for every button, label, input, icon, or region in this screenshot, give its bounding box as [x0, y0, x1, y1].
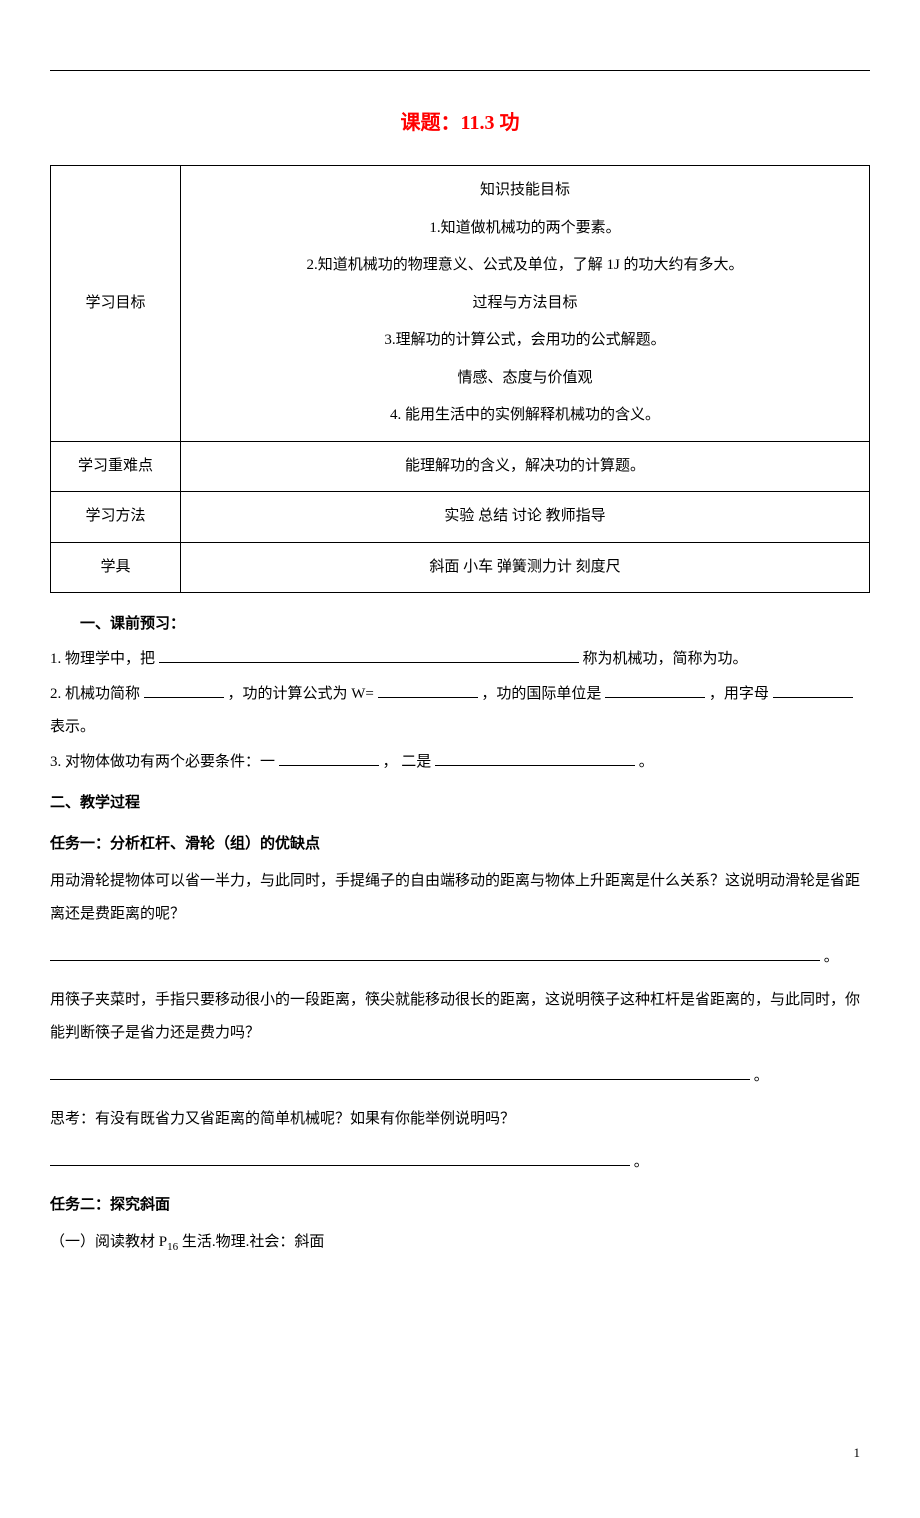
- task1-p2: 用筷子夹菜时，手指只要移动很小的一段距离，筷尖就能移动很长的距离，这说明筷子这种…: [50, 984, 870, 1050]
- table-row: 学习方法 实验 总结 讨论 教师指导: [51, 492, 870, 543]
- q1-text-a: 1. 物理学中，把: [50, 651, 155, 667]
- subscript: 16: [167, 1241, 178, 1253]
- task1-title: 任务一：分析杠杆、滑轮（组）的优缺点: [50, 828, 870, 861]
- period: 。: [754, 1068, 769, 1084]
- q3-text-b: ， 二是: [383, 754, 432, 770]
- teaching-header: 二、教学过程: [50, 787, 870, 820]
- blank: [773, 680, 853, 698]
- q3-text-c: 。: [639, 754, 654, 770]
- emotion-header: 情感、态度与价值观: [191, 360, 859, 398]
- method-content: 实验 总结 讨论 教师指导: [181, 492, 870, 543]
- q2-text-a: 2. 机械功简称: [50, 686, 140, 702]
- task2-p1-b: 生活.物理.社会：斜面: [178, 1234, 324, 1250]
- goal-4: 4. 能用生活中的实例解释机械功的含义。: [191, 397, 859, 435]
- q1-text-b: 称为机械功，简称为功。: [583, 651, 748, 667]
- task2-p1: （一）阅读教材 P16 生活.物理.社会：斜面: [50, 1226, 870, 1259]
- label-goal: 学习目标: [51, 166, 181, 442]
- blank: [50, 943, 820, 961]
- task1-p3: 思考：有没有既省力又省距离的简单机械呢？如果有你能举例说明吗？: [50, 1103, 870, 1136]
- blank: [378, 680, 478, 698]
- q1: 1. 物理学中，把 称为机械功，简称为功。: [50, 643, 870, 676]
- period: 。: [824, 949, 839, 965]
- table-row: 学习目标 知识技能目标 1.知道做机械功的两个要素。 2.知道机械功的物理意义、…: [51, 166, 870, 442]
- task2-title: 任务二：探究斜面: [50, 1189, 870, 1222]
- blank: [435, 748, 635, 766]
- process-header: 过程与方法目标: [191, 285, 859, 323]
- blank: [50, 1148, 630, 1166]
- task2-p1-a: （一）阅读教材 P: [50, 1234, 167, 1250]
- tools-content: 斜面 小车 弹簧测力计 刻度尺: [181, 542, 870, 593]
- info-table: 学习目标 知识技能目标 1.知道做机械功的两个要素。 2.知道机械功的物理意义、…: [50, 165, 870, 593]
- page-title: 课题：11.3 功: [50, 101, 870, 145]
- goal-3: 3.理解功的计算公式，会用功的公式解题。: [191, 322, 859, 360]
- blank: [159, 645, 579, 663]
- task1-p1: 用动滑轮提物体可以省一半力，与此同时，手提绳子的自由端移动的距离与物体上升距离是…: [50, 865, 870, 931]
- difficulty-content: 能理解功的含义，解决功的计算题。: [181, 441, 870, 492]
- table-row: 学习重难点 能理解功的含义，解决功的计算题。: [51, 441, 870, 492]
- q2-text-b: ，功的计算公式为 W=: [228, 686, 374, 702]
- knowledge-header: 知识技能目标: [191, 172, 859, 210]
- blank: [605, 680, 705, 698]
- q3-text-a: 3. 对物体做功有两个必要条件：一: [50, 754, 275, 770]
- goal-2: 2.知道机械功的物理意义、公式及单位，了解 1J 的功大约有多大。: [191, 247, 859, 285]
- period: 。: [634, 1154, 649, 1170]
- top-divider: [50, 70, 870, 71]
- q2: 2. 机械功简称 ，功的计算公式为 W= ，功的国际单位是 ，用字母 表示。: [50, 678, 870, 744]
- page-number: 1: [50, 1439, 870, 1468]
- label-difficulty: 学习重难点: [51, 441, 181, 492]
- answer-blank-1: 。: [50, 941, 870, 974]
- blank: [50, 1062, 750, 1080]
- q3: 3. 对物体做功有两个必要条件：一 ， 二是 。: [50, 746, 870, 779]
- goal-1: 1.知道做机械功的两个要素。: [191, 210, 859, 248]
- preclass-header: 一、课前预习：: [50, 608, 870, 641]
- blank: [144, 680, 224, 698]
- q2-text-d: ，用字母: [709, 686, 769, 702]
- goal-cell: 知识技能目标 1.知道做机械功的两个要素。 2.知道机械功的物理意义、公式及单位…: [181, 166, 870, 442]
- label-method: 学习方法: [51, 492, 181, 543]
- blank: [279, 748, 379, 766]
- answer-blank-2: 。: [50, 1060, 870, 1093]
- q2-text-c: ，功的国际单位是: [481, 686, 601, 702]
- answer-blank-3: 。: [50, 1146, 870, 1179]
- q2-text-e: 表示。: [50, 719, 95, 735]
- table-row: 学具 斜面 小车 弹簧测力计 刻度尺: [51, 542, 870, 593]
- label-tools: 学具: [51, 542, 181, 593]
